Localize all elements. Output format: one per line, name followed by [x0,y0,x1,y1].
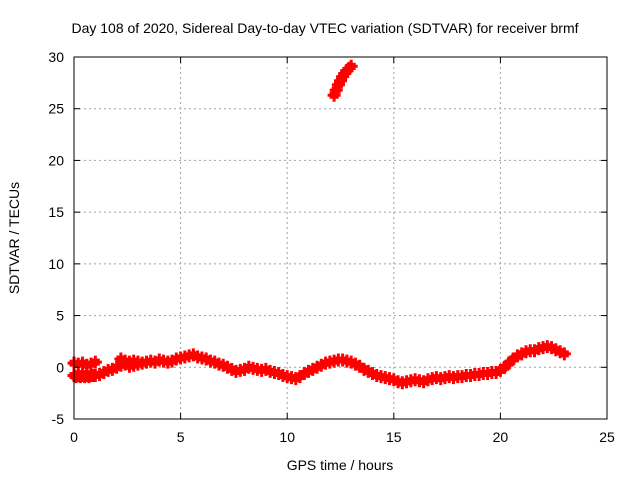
y-tick-label: 30 [48,49,64,65]
x-tick-label: 20 [493,429,509,445]
data-point [88,355,102,369]
x-tick-label: 25 [599,429,615,445]
grid [74,57,607,419]
data-point [334,74,347,88]
data-points [67,59,571,390]
data-point [498,360,512,374]
y-tick-label: 15 [48,204,64,220]
tick-labels: 0 5 10 15 20 25 -5 0 5 10 15 20 25 30 [48,49,615,445]
data-point [557,347,571,361]
chart-title: Day 108 of 2020, Sidereal Day-to-day VTE… [71,20,578,36]
axis-ticks [73,56,608,420]
y-tick-label: 25 [48,101,64,117]
x-tick-label: 0 [70,429,78,445]
data-point [327,88,341,102]
y-tick-label: 20 [48,152,64,168]
x-tick-label: 5 [177,429,185,445]
data-point [502,356,516,370]
y-tick-label: -5 [52,411,65,427]
y-tick-label: 5 [56,308,64,324]
x-axis-label: GPS time / hours [287,457,394,473]
data-point [329,83,343,97]
data-point [331,78,345,92]
y-axis-label: SDTVAR / TECUs [6,182,22,294]
y-tick-label: 0 [56,359,64,375]
y-tick-label: 10 [48,256,64,272]
x-tick-label: 15 [386,429,402,445]
data-point [344,59,358,73]
plot-frame [73,56,608,420]
x-tick-label: 10 [279,429,295,445]
